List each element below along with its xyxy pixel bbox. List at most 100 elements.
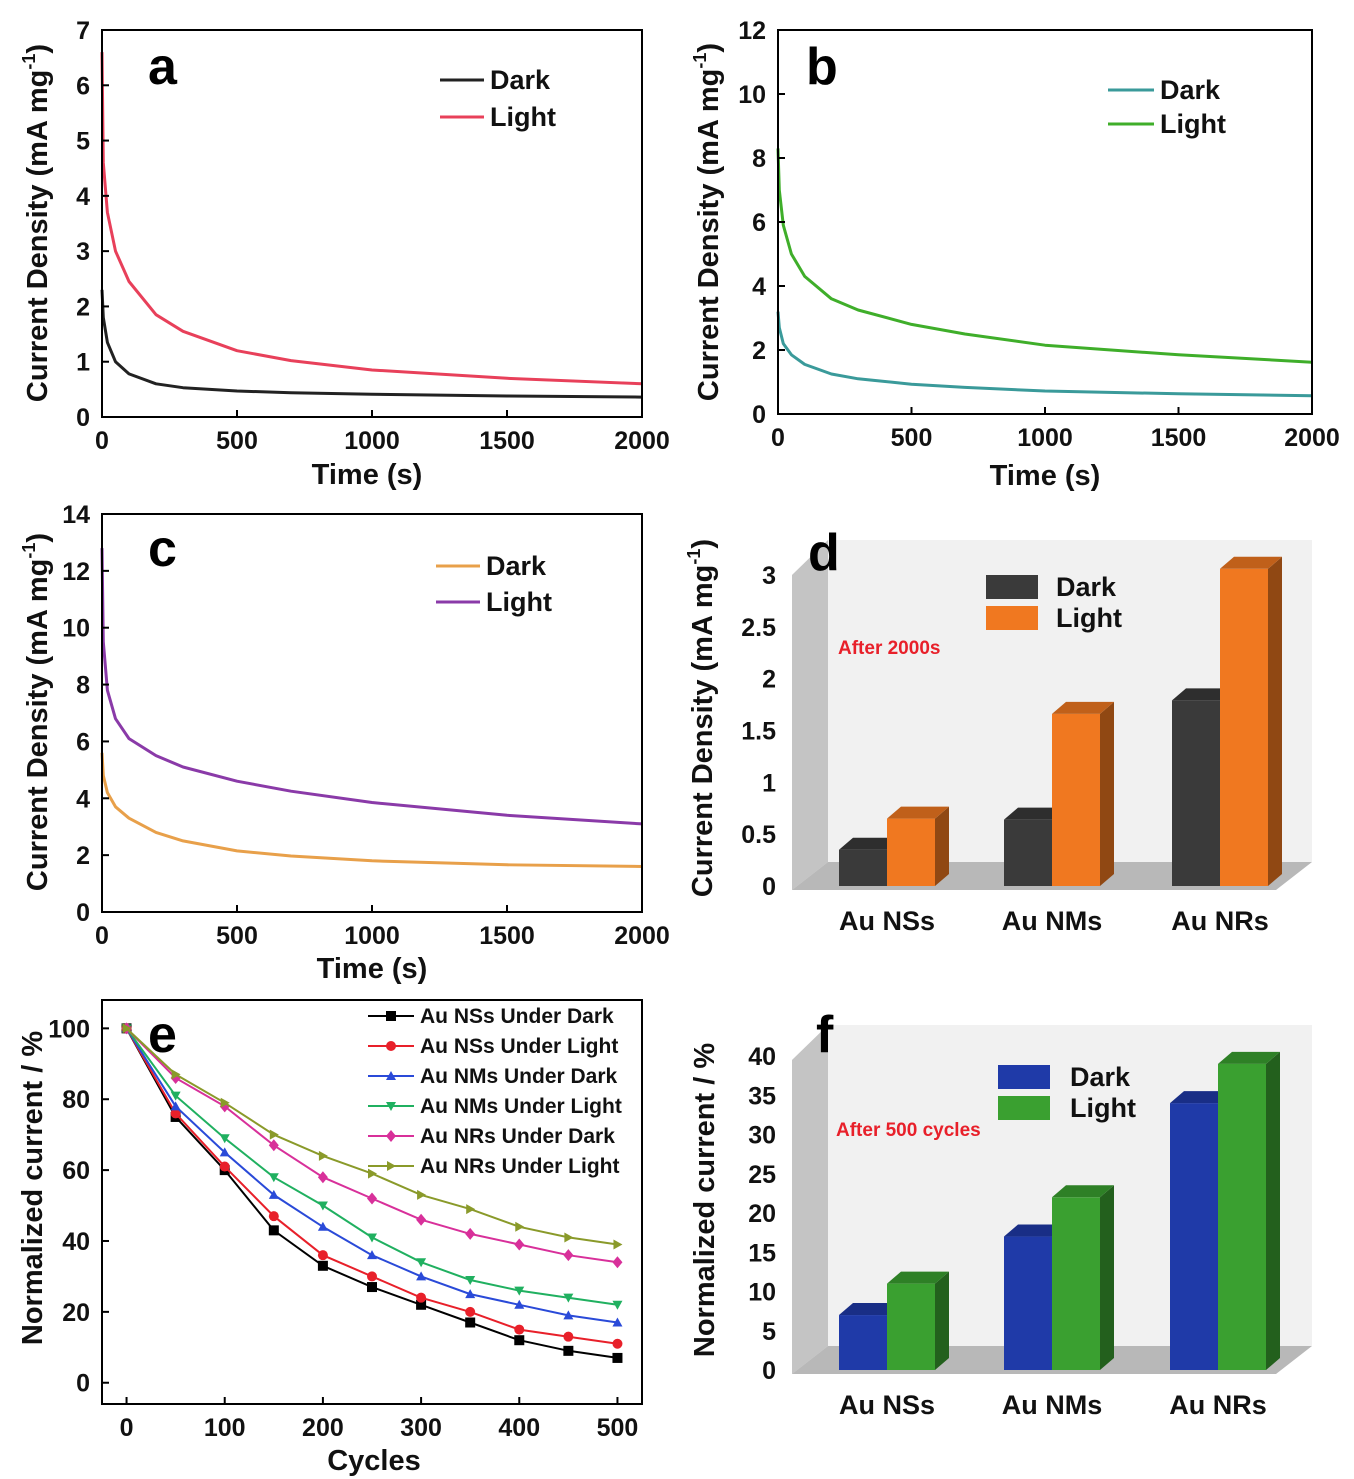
panel-b-ytick-label: 0	[752, 401, 766, 429]
panel-d-bar-light-au-nms	[1052, 713, 1100, 886]
panel-e-point-au-nms-under-dark	[268, 1189, 279, 1199]
panel-e-point-au-nms-under-light	[465, 1275, 476, 1285]
panel-d-ytick-label: 1	[762, 769, 776, 797]
panel-a: 0 500 1000 1500 2000 0 1 2 3 4 5 6 7 a Time (s) Curr…	[19, 17, 670, 491]
panel-b-line-dark	[776, 311, 1313, 398]
panel-d-ytick-label: 1.5	[741, 718, 776, 746]
panel-e-point-au-nss-under-dark	[416, 1299, 427, 1310]
panel-e-point-au-nrs-under-dark	[514, 1238, 525, 1251]
panel-a-xtick-label: 2000	[614, 427, 670, 455]
panel-a-ytick-label: 2	[76, 293, 90, 321]
panel-c-curves	[100, 548, 643, 868]
panel-d-bar-dark-au-nrs	[1172, 700, 1220, 886]
panel-d-ytick-label: 0	[762, 873, 776, 901]
panel-e-point-au-nrs-under-light	[515, 1221, 525, 1232]
panel-e-point-au-nss-under-light	[317, 1250, 328, 1261]
panel-f-ytick-label: 5	[762, 1318, 776, 1346]
panel-f-bar-light-au-nss-top	[887, 1271, 949, 1284]
panel-a-legend-dark: Dark	[490, 65, 551, 95]
panel-e-point-au-nms-under-dark	[612, 1317, 623, 1327]
panel-e-xtick-label: 100	[204, 1414, 246, 1442]
panel-f-bar-dark-au-nms	[1004, 1236, 1052, 1370]
panel-a-ytick-label: 3	[76, 238, 90, 266]
panel-b-curves	[776, 148, 1313, 398]
panel-f-letter: f	[816, 1006, 834, 1064]
panel-b-ytick-label: 2	[752, 337, 766, 365]
panel-d-bar-light-au-nss	[887, 818, 935, 886]
panel-e-legend-label: Au NSs Under Dark	[420, 1005, 614, 1028]
panel-c-ytick-label: 10	[62, 615, 90, 643]
panel-a-ylabel: Current Density (mA mg-1)	[19, 44, 54, 402]
panel-d-legend-dark-swatch	[986, 575, 1038, 599]
panel-e-point-au-nrs-under-light	[122, 1023, 132, 1034]
panel-e-point-au-nrs-under-light	[466, 1204, 476, 1215]
panel-a-ytick-label: 4	[76, 183, 90, 211]
panel-f-ytick-label: 15	[748, 1239, 776, 1267]
panel-a-curves	[100, 52, 643, 399]
panel-a-letter: a	[148, 38, 178, 96]
panel-d-bar-light-au-nrs-top	[1220, 556, 1282, 569]
panel-a-ytick-label: 5	[76, 128, 90, 156]
panel-e-point-au-nrs-under-dark	[317, 1171, 328, 1184]
panel-e-point-au-nms-under-dark	[367, 1250, 377, 1260]
panel-c-line-light	[100, 548, 643, 826]
panel-d-legend-light: Light	[1056, 603, 1122, 633]
panel-e-point-au-nss-under-dark	[317, 1260, 328, 1271]
panel-e-point-au-nms-under-light	[317, 1201, 328, 1211]
panel-f-annotation: After 500 cycles	[836, 1120, 981, 1141]
panel-e-legend-marker	[386, 1071, 396, 1080]
panel-f-legend-dark-swatch	[998, 1065, 1050, 1089]
panel-b-ylabel: Current Density (mA mg-1)	[690, 43, 725, 401]
panel-e-legend-label: Au NMs Under Light	[420, 1095, 622, 1118]
panel-a-line-light	[100, 52, 643, 386]
panel-e-point-au-nss-under-light	[416, 1292, 427, 1303]
panel-d-bar-light-au-nrs-side	[1268, 556, 1282, 886]
panel-e-point-au-nms-under-light	[268, 1173, 279, 1183]
panel-e-ytick-label: 40	[62, 1228, 90, 1256]
panel-b-ytick-label: 6	[752, 209, 766, 237]
panel-e-point-au-nms-under-dark	[563, 1310, 574, 1320]
panel-b-xtick-label: 0	[771, 424, 785, 452]
panel-e-ytick-label: 80	[62, 1086, 90, 1114]
panel-c-xtick-label: 2000	[614, 922, 670, 950]
panel-b-line-light	[776, 148, 1313, 364]
panel-e-xtick-label: 300	[400, 1414, 442, 1442]
panel-e-xtick-label: 0	[120, 1414, 134, 1442]
panel-a-ytick-label: 1	[76, 349, 90, 377]
panel-d-bars	[839, 556, 1282, 886]
panel-e-point-au-nrs-under-light	[417, 1189, 427, 1200]
panel-a-xlabel: Time (s)	[312, 459, 423, 491]
panel-c-xtick-label: 500	[216, 922, 258, 950]
panel-d-side-wall	[792, 540, 828, 890]
panel-e-point-au-nms-under-dark	[170, 1101, 181, 1111]
panel-d-letter: d	[808, 524, 840, 582]
panel-f-category-label: Au NMs	[1002, 1390, 1103, 1420]
panel-d-bar-dark-au-nss	[839, 849, 887, 886]
panel-e-point-au-nss-under-dark	[514, 1335, 525, 1346]
panel-f-ytick-label: 0	[762, 1357, 776, 1385]
panel-e-point-au-nrs-under-light	[269, 1129, 279, 1140]
panel-e-point-au-nss-under-light	[514, 1324, 525, 1335]
panel-c-legend-light: Light	[486, 587, 552, 617]
panel-e-ticks: 0 100 200 300 400 500 0 20 40 60 80 100	[48, 1015, 638, 1442]
panel-c-xlabel: Time (s)	[317, 953, 428, 985]
panel-c-ytick-label: 6	[76, 728, 90, 756]
panel-e-point-au-nss-under-dark	[563, 1345, 574, 1356]
panel-e-point-au-nrs-under-light	[613, 1239, 623, 1250]
panel-e-point-au-nrs-under-dark	[465, 1227, 476, 1240]
panel-f-bar-light-au-nms	[1052, 1197, 1100, 1370]
panel-f-bar-light-au-nrs-top	[1218, 1051, 1280, 1064]
panel-d-ylabel: Current Density (mA mg-1)	[684, 539, 719, 897]
panel-b-ticks: 0 500 1000 1500 2000 0 2 4 6 8 10 12	[738, 17, 1340, 452]
panel-e-ytick-label: 0	[76, 1370, 90, 1398]
panel-e-point-au-nss-under-light	[465, 1306, 476, 1317]
panel-e-point-au-nrs-under-light	[171, 1069, 181, 1080]
panel-e-point-au-nss-under-light	[563, 1331, 574, 1342]
panel-b: 0 500 1000 1500 2000 0 2 4 6 8 10 12 b Time (s) Cur…	[690, 17, 1340, 492]
panel-e-point-au-nrs-under-light	[564, 1232, 574, 1243]
panel-e-point-au-nms-under-dark	[219, 1147, 230, 1157]
panel-f-bar-light-au-nrs	[1218, 1063, 1266, 1370]
panel-e-point-au-nrs-under-light	[318, 1150, 328, 1161]
panel-a-ytick-label: 6	[76, 72, 90, 100]
